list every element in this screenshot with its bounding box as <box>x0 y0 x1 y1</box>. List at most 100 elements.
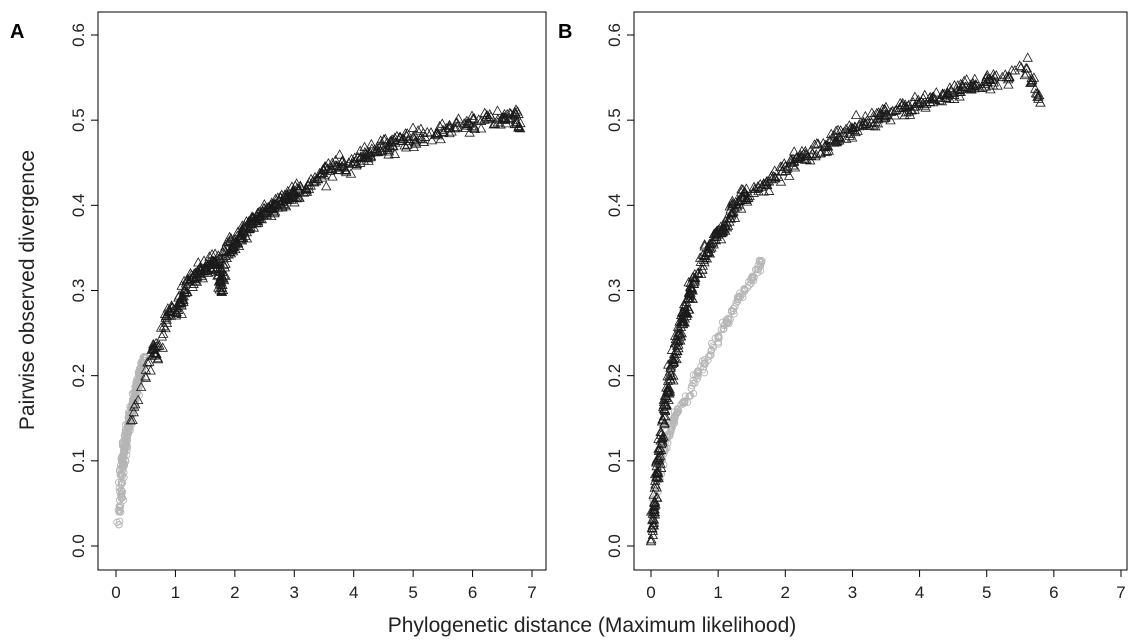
data-point-triangle <box>850 109 862 120</box>
plot-frame <box>97 11 547 571</box>
data-point-triangle <box>686 284 697 295</box>
data-point-circle <box>115 503 124 512</box>
data-point-triangle <box>140 371 151 381</box>
data-point-triangle <box>662 370 673 381</box>
data-point-triangle <box>941 88 952 99</box>
data-point-triangle <box>461 118 472 128</box>
data-point-triangle <box>718 223 730 234</box>
data-point-triangle <box>1035 97 1046 107</box>
data-point-triangle <box>909 104 920 114</box>
data-point-triangle <box>784 170 795 180</box>
data-point-triangle <box>156 331 168 341</box>
data-point-triangle <box>1032 91 1043 101</box>
data-point-triangle <box>976 81 988 91</box>
data-point-triangle <box>444 120 455 130</box>
data-point-triangle <box>321 180 332 191</box>
data-point-triangle <box>158 328 169 338</box>
data-point-triangle <box>479 114 490 124</box>
data-point-circle <box>115 521 123 529</box>
data-point-triangle <box>811 138 823 148</box>
data-point-triangle <box>312 173 324 184</box>
data-point-triangle <box>426 134 438 145</box>
data-point-triangle <box>731 201 743 211</box>
data-point-triangle <box>1001 71 1013 82</box>
data-point-triangle <box>903 99 915 109</box>
x-axis: 0 1 2 3 4 5 6 7 <box>111 569 537 602</box>
data-point-triangle <box>348 156 359 167</box>
data-point-circle <box>663 444 671 452</box>
data-point-triangle <box>647 525 659 535</box>
data-point-triangle <box>662 386 674 397</box>
data-point-triangle <box>383 146 395 156</box>
data-point-triangle <box>363 149 374 160</box>
data-point-triangle <box>699 250 710 260</box>
data-point-triangle <box>885 114 896 125</box>
data-point-circle <box>707 346 716 354</box>
data-point-triangle <box>658 399 670 409</box>
x-tick-label: 5 <box>408 583 417 602</box>
data-point-triangle <box>509 107 520 117</box>
data-point-triangle <box>662 375 674 385</box>
data-point-triangle <box>446 126 457 136</box>
data-point-triangle <box>179 284 190 295</box>
data-point-circle <box>138 357 146 365</box>
data-point-triangle <box>349 152 360 162</box>
data-point-triangle <box>202 264 213 275</box>
series-triangle <box>125 104 526 425</box>
y-tick-label: 0.2 <box>69 364 88 388</box>
data-point-triangle <box>245 218 257 228</box>
data-point-triangle <box>412 125 424 135</box>
data-point-triangle <box>651 471 662 482</box>
data-point-triangle <box>653 452 665 462</box>
data-point-triangle <box>214 276 226 286</box>
data-point-triangle <box>921 98 932 108</box>
data-point-triangle <box>900 101 912 111</box>
data-point-triangle <box>276 189 287 199</box>
y-tick-label: 0.4 <box>69 194 88 218</box>
x-tick-label: 2 <box>781 583 790 602</box>
data-point-triangle <box>763 185 775 195</box>
data-point-triangle <box>648 514 660 524</box>
data-point-triangle <box>211 258 223 268</box>
data-point-triangle <box>820 146 831 156</box>
data-point-triangle <box>324 165 336 175</box>
data-point-triangle <box>931 87 942 97</box>
data-point-triangle <box>968 80 979 90</box>
data-point-triangle <box>655 444 667 454</box>
data-point-circle <box>749 275 757 283</box>
data-point-triangle <box>981 75 992 86</box>
data-point-triangle <box>372 146 384 157</box>
y-tick-label: 0.3 <box>69 279 88 303</box>
data-point-triangle <box>325 162 336 173</box>
data-point-triangle <box>217 246 228 257</box>
data-point-triangle <box>330 154 341 165</box>
x-tick-label: 7 <box>527 583 536 602</box>
data-point-triangle <box>378 134 390 144</box>
data-point-triangle <box>653 443 664 453</box>
data-point-triangle <box>820 139 831 150</box>
data-point-triangle <box>437 118 448 128</box>
data-point-triangle <box>989 71 1000 81</box>
data-point-triangle <box>289 186 300 197</box>
data-point-triangle <box>849 124 860 134</box>
data-point-triangle <box>176 300 187 310</box>
data-point-triangle <box>415 133 426 143</box>
data-point-circle <box>758 256 766 265</box>
data-point-triangle <box>407 131 419 141</box>
data-point-triangle <box>482 113 493 124</box>
data-point-triangle <box>495 119 506 129</box>
data-point-triangle <box>815 148 826 158</box>
data-point-triangle <box>407 122 419 132</box>
data-point-triangle <box>681 310 692 321</box>
data-point-triangle <box>469 123 480 134</box>
data-point-triangle <box>400 142 412 152</box>
data-point-triangle <box>513 122 524 132</box>
data-point-triangle <box>649 497 660 507</box>
data-point-triangle <box>355 157 366 167</box>
data-point-triangle <box>899 109 910 120</box>
data-point-triangle <box>741 183 752 193</box>
data-point-triangle <box>130 398 141 409</box>
x-tick-label: 3 <box>290 583 299 602</box>
data-point-triangle <box>651 492 662 502</box>
data-point-circle <box>750 273 758 281</box>
